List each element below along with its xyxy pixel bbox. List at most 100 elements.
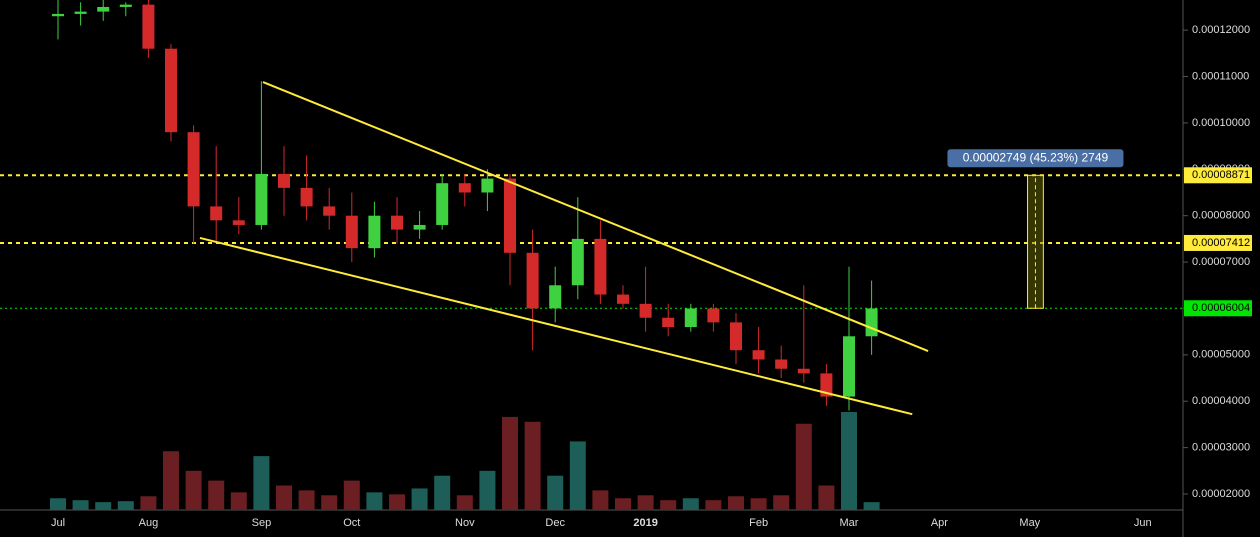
candle-body: [707, 308, 720, 323]
y-tick-label: 0.00012000: [1192, 24, 1250, 36]
candle-body: [255, 173, 268, 225]
candle-body: [504, 178, 516, 253]
y-tick-label: 0.00002000: [1192, 488, 1250, 500]
trendline: [199, 236, 913, 416]
y-tick-label: 0.00005000: [1192, 349, 1250, 361]
volume-bar: [276, 485, 292, 510]
x-tick-label: Nov: [455, 517, 475, 529]
candle-body: [549, 285, 562, 309]
level-label: 0.00006004: [1192, 302, 1250, 314]
candle-body: [662, 317, 675, 328]
level-label: 0.00008871: [1192, 169, 1250, 181]
volume-bar: [411, 488, 428, 510]
volume-bar: [705, 500, 722, 510]
volume-bar: [185, 470, 202, 510]
candle-body: [436, 183, 449, 225]
x-tick-label: Apr: [931, 517, 948, 529]
y-tick-label: 0.00003000: [1192, 442, 1250, 454]
candle-body: [300, 187, 313, 207]
volume-bar: [660, 500, 677, 510]
volume-bar: [502, 416, 518, 510]
candle-body: [797, 368, 810, 374]
level-tag: [1184, 167, 1252, 184]
volume-bar: [208, 480, 225, 510]
measure-label: 0.00002749 (45.23%) 2749: [963, 150, 1109, 164]
x-tick-label: Mar: [840, 517, 859, 529]
candle-body: [278, 173, 290, 188]
volume-bar: [95, 502, 112, 510]
volume-bar: [366, 492, 383, 510]
candle-body: [458, 183, 471, 193]
volume-bar: [72, 500, 89, 510]
candle-body: [571, 238, 584, 286]
candle-body: [97, 6, 110, 12]
volume-bar: [50, 498, 66, 510]
volume-bar: [140, 496, 157, 510]
y-tick-label: 0.00004000: [1192, 395, 1250, 407]
volume-bar: [728, 496, 744, 510]
candle-body: [74, 11, 87, 14]
candle-body: [210, 206, 223, 221]
volume-bar: [230, 492, 247, 510]
volume-bar: [569, 441, 586, 510]
y-tick-label: 0.00010000: [1192, 117, 1250, 129]
candle-body: [142, 4, 155, 49]
volume-bar: [389, 494, 405, 510]
volume-bar: [456, 495, 473, 510]
candle-body: [526, 252, 539, 309]
candle-body: [730, 322, 742, 351]
volume-bar: [637, 495, 654, 510]
x-tick-label: Feb: [749, 517, 768, 529]
candle-body: [775, 359, 788, 369]
volume-bar: [434, 475, 451, 510]
volume-bar: [841, 412, 857, 510]
volume-bar: [818, 485, 835, 510]
volume-bar: [750, 498, 767, 510]
volume-bar: [298, 490, 315, 510]
candle-body: [232, 220, 245, 225]
volume-bar: [479, 470, 496, 510]
candle-body: [481, 178, 494, 193]
candle-body: [865, 308, 878, 337]
candle-body: [684, 308, 697, 328]
x-tick-label: Dec: [545, 517, 565, 529]
candle-body: [413, 224, 426, 230]
trendline: [262, 81, 929, 352]
y-tick-label: 0.00007000: [1192, 256, 1250, 268]
x-tick-label: Oct: [343, 517, 360, 529]
measure-tag: [947, 149, 1124, 168]
x-tick-label: Jun: [1134, 517, 1152, 529]
level-tag: [1184, 234, 1252, 251]
candle-body: [368, 215, 381, 249]
volume-bar: [163, 451, 179, 510]
y-tick-label: 0.00011000: [1192, 70, 1249, 82]
volume-bar: [343, 480, 360, 510]
level-label: 0.00007412: [1192, 237, 1250, 249]
candle-body: [391, 215, 403, 230]
candle-body: [323, 206, 336, 216]
volume-bar: [615, 498, 631, 510]
volume-bar: [592, 490, 609, 510]
x-tick-label: May: [1019, 517, 1040, 529]
x-tick-label: 2019: [633, 517, 657, 529]
volume-bar: [773, 495, 790, 510]
candle-body: [165, 48, 177, 133]
x-tick-label: Aug: [139, 517, 159, 529]
candle-body: [617, 294, 629, 304]
volume-bar: [117, 501, 134, 510]
x-tick-label: Jul: [51, 517, 65, 529]
volume-bar: [547, 475, 564, 510]
volume-bar: [321, 495, 338, 510]
candle-body: [52, 13, 64, 17]
candle-body: [820, 373, 833, 397]
x-tick-label: Sep: [252, 517, 272, 529]
volume-bar: [253, 456, 270, 510]
candle-body: [843, 336, 855, 397]
candle-body: [345, 215, 358, 249]
volume-bar: [682, 498, 699, 510]
candle-body: [119, 4, 132, 7]
volume-bar: [795, 423, 812, 510]
candle-body: [639, 303, 652, 318]
